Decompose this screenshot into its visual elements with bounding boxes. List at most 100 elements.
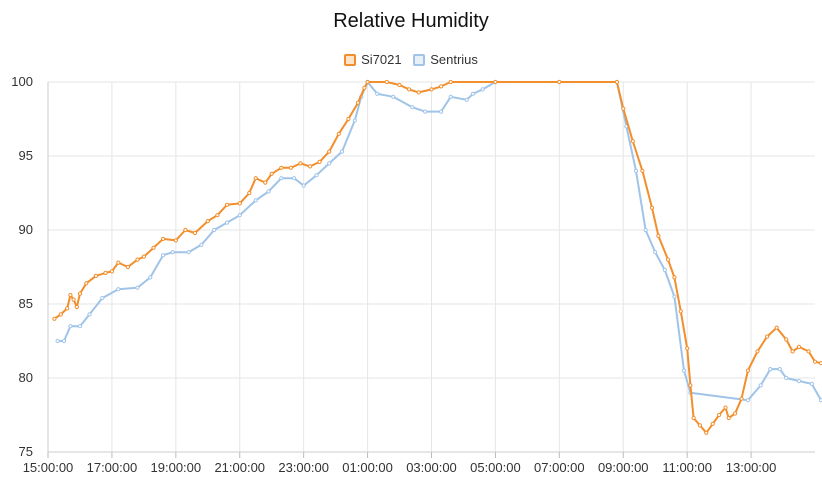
data-point-sentrius [423,109,428,114]
legend-item-sentrius[interactable]: Sentrius [413,52,478,67]
data-point-si7021 [439,84,444,89]
data-point-si7021 [93,273,99,278]
data-point-si7021 [812,359,818,364]
data-point-si7021 [205,219,210,224]
data-point-si7021 [656,233,661,238]
y-tick-label: 85 [19,296,33,311]
data-point-si7021 [774,325,779,330]
data-point-si7021 [745,368,751,373]
data-point-si7021 [247,190,252,196]
data-point-sentrius [327,161,332,166]
data-point-sentrius [672,294,677,299]
data-point-sentrius [818,398,822,403]
data-point-si7021 [65,306,70,311]
data-point-si7021 [739,396,744,401]
data-point-sentrius [662,267,667,273]
data-point-sentrius [448,94,453,99]
y-tick-label: 100 [11,74,33,89]
data-point-sentrius [279,176,284,181]
x-tick-label: 11:00:00 [662,460,712,475]
data-point-sentrius [135,285,140,290]
data-point-si7021 [630,139,635,144]
x-tick-label: 13:00:00 [726,460,777,475]
data-point-si7021 [151,245,156,250]
data-point-si7021 [269,171,274,176]
data-point-si7021 [161,236,166,241]
data-point-si7021 [640,168,645,173]
data-point-si7021 [288,165,293,170]
data-point-sentrius [100,296,105,301]
x-tick-label: 19:00:00 [151,460,202,475]
data-point-si7021 [77,291,83,296]
data-point-si7021 [362,85,367,91]
data-point-si7021 [327,149,332,154]
data-point-si7021 [416,90,421,95]
legend-swatch-sentrius [413,53,426,66]
x-tick-label: 17:00:00 [87,460,138,475]
data-point-sentrius [314,173,319,178]
x-tick-label: 07:00:00 [534,460,585,475]
data-point-si7021 [308,164,313,169]
data-point-sentrius [777,367,782,372]
data-point-si7021 [346,116,351,122]
data-point-sentrius [480,87,485,92]
data-point-sentrius [633,168,639,173]
data-point-si7021 [649,205,655,210]
x-tick-label: 01:00:00 [342,460,393,475]
data-point-sentrius [758,383,763,388]
data-point-sentrius [253,198,258,203]
data-point-sentrius [391,94,396,99]
data-point-si7021 [71,297,76,302]
data-point-si7021 [717,412,722,418]
x-tick-label: 23:00:00 [278,460,329,475]
data-point-si7021 [796,344,802,349]
data-point-sentrius [224,220,230,225]
data-point-si7021 [298,161,303,166]
y-tick-label: 75 [19,444,33,459]
data-point-si7021 [224,202,230,207]
data-point-si7021 [384,79,389,85]
x-tick-label: 03:00:00 [406,460,457,475]
data-point-sentrius [653,250,658,255]
data-point-si7021 [678,309,683,314]
x-tick-label: 21:00:00 [214,460,265,475]
x-tick-label: 09:00:00 [598,460,649,475]
data-point-si7021 [116,260,121,265]
data-point-si7021 [697,423,703,428]
x-tick-label: 05:00:00 [470,460,521,475]
data-point-si7021 [135,257,140,262]
data-point-sentrius [796,378,802,384]
data-point-si7021 [710,421,715,426]
series-line-si7021 [53,81,822,434]
data-point-sentrius [212,227,217,233]
data-point-si7021 [253,176,258,181]
data-point-si7021 [784,337,789,342]
data-point-si7021 [103,270,108,275]
data-point-si7021 [215,213,220,218]
data-point-si7021 [183,227,188,233]
data-point-sentrius [170,250,175,255]
data-point-si7021 [733,411,738,416]
x-tick-label: 15:00:00 [23,460,74,475]
data-point-sentrius [148,275,153,280]
data-point-sentrius [116,287,121,292]
data-point-si7021 [141,254,146,259]
data-point-si7021 [397,82,402,88]
data-point-sentrius [784,375,789,381]
data-point-sentrius [339,149,345,154]
y-tick-label: 80 [19,370,33,385]
data-point-sentrius [266,189,271,194]
legend-swatch-si7021 [344,53,357,66]
data-point-sentrius [768,367,773,372]
legend-item-si7021[interactable]: Si7021 [344,52,402,67]
data-point-sentrius [55,338,60,344]
data-point-si7021 [237,201,242,206]
data-point-sentrius [809,381,814,386]
data-point-si7021 [192,230,198,236]
data-point-sentrius [68,324,73,329]
data-point-sentrius [464,97,469,102]
data-point-si7021 [74,304,79,310]
data-point-si7021 [685,346,690,351]
